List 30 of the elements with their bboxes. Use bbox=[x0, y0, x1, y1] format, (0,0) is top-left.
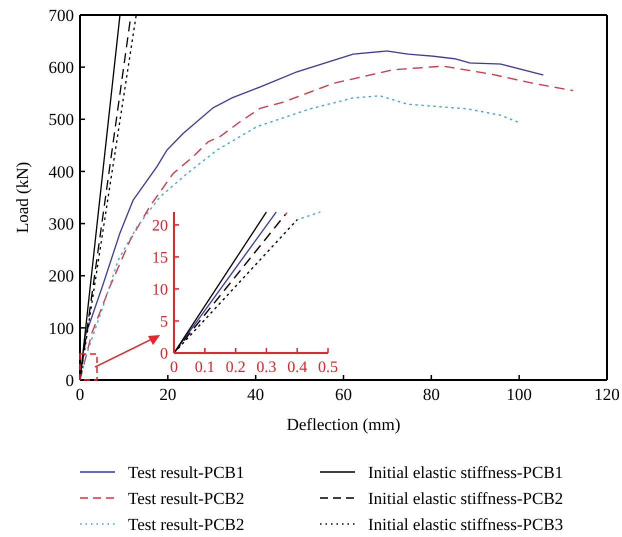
y-tick-label: 10 bbox=[152, 282, 168, 299]
legend-label: Test result-PCB2 bbox=[128, 515, 244, 534]
x-tick-label: 80 bbox=[422, 385, 440, 404]
y-tick-label: 700 bbox=[48, 6, 74, 25]
legend-label: Initial elastic stiffness-PCB1 bbox=[368, 463, 564, 482]
y-tick-label: 600 bbox=[48, 58, 74, 78]
y-axis-title: Load (kN) bbox=[13, 162, 32, 234]
y-tick-label: 300 bbox=[48, 214, 74, 234]
x-tick-label: 0.3 bbox=[256, 359, 276, 376]
y-tick-label: 200 bbox=[48, 266, 74, 286]
x-tick-label: 0.2 bbox=[226, 359, 246, 376]
x-tick-label: 0.5 bbox=[318, 359, 338, 376]
legend-label: Test result-PCB1 bbox=[128, 463, 244, 482]
legend-label: Test result-PCB2 bbox=[128, 489, 244, 508]
y-tick-label: 100 bbox=[48, 318, 74, 338]
x-tick-label: 60 bbox=[335, 385, 352, 404]
x-tick-label: 120 bbox=[594, 385, 620, 404]
x-axis-title: Deflection (mm) bbox=[286, 415, 400, 434]
x-tick-label: 40 bbox=[247, 385, 264, 404]
x-tick-label: 100 bbox=[506, 385, 532, 404]
y-tick-label: 15 bbox=[152, 249, 168, 266]
y-tick-label: 400 bbox=[48, 162, 74, 182]
x-tick-label: 0.4 bbox=[287, 359, 308, 376]
legend-label: Initial elastic stiffness-PCB2 bbox=[368, 489, 564, 508]
y-tick-label: 500 bbox=[48, 110, 74, 130]
y-tick-label: 0 bbox=[160, 346, 168, 363]
y-tick-label: 5 bbox=[160, 314, 168, 331]
y-tick-label: 20 bbox=[152, 217, 168, 234]
legend-label: Initial elastic stiffness-PCB3 bbox=[368, 515, 564, 534]
x-tick-label: 0.1 bbox=[194, 359, 215, 376]
